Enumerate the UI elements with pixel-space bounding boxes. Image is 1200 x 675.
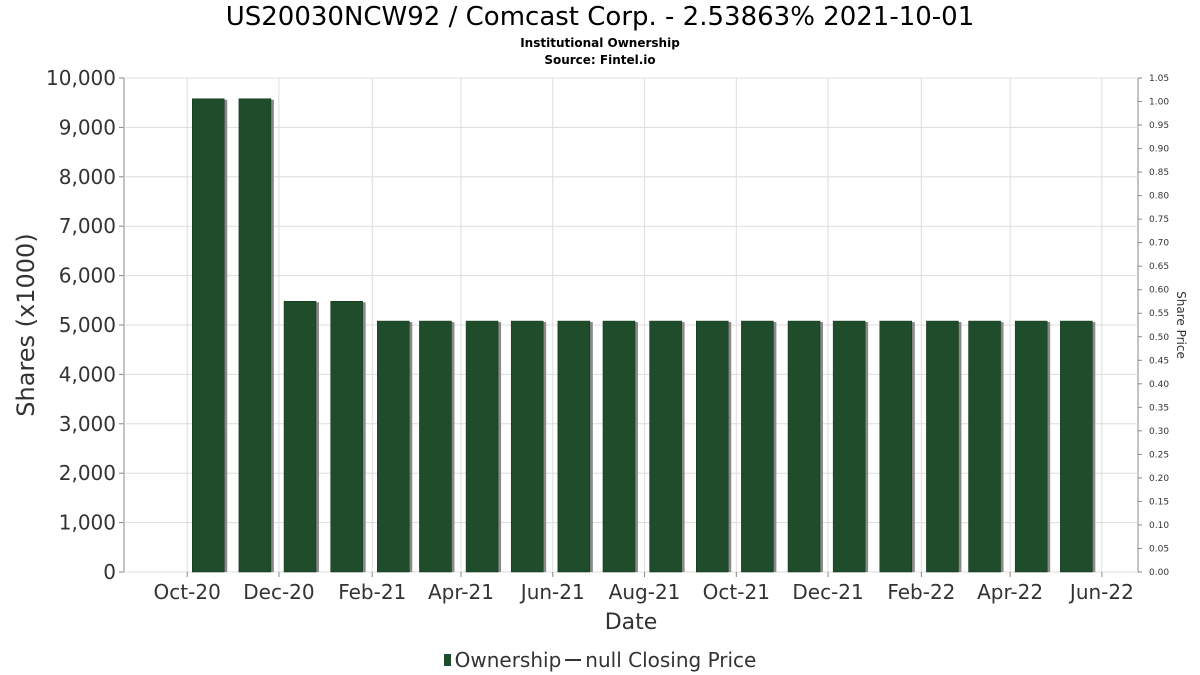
- y2-tick-label: 0.65: [1149, 262, 1169, 272]
- y2-tick-label: 0.60: [1149, 286, 1169, 296]
- y-tick-label: 10,000: [46, 66, 116, 90]
- chart-subtitle: Institutional Ownership: [520, 36, 680, 50]
- y-tick-label: 6,000: [59, 264, 116, 288]
- chart-legend: Ownership null Closing Price: [0, 648, 1200, 672]
- y2-tick-label: 0.50: [1149, 333, 1169, 343]
- ownership-bar: [238, 98, 272, 573]
- y2-tick-label: 0.15: [1149, 497, 1169, 507]
- ownership-bar: [330, 301, 363, 573]
- ownership-bar: [1060, 320, 1093, 573]
- y2-tick-label: 0.35: [1149, 403, 1169, 413]
- y-tick-label: 5,000: [59, 313, 116, 337]
- y-tick-label: 0: [103, 560, 116, 584]
- x-tick-label: Apr-22: [977, 580, 1043, 604]
- y-tick-label: 9,000: [59, 115, 116, 139]
- y2-tick-label: 0.00: [1149, 568, 1169, 578]
- x-tick-label: Aug-21: [609, 580, 681, 604]
- ownership-bar: [557, 320, 591, 573]
- ownership-bar: [510, 320, 544, 573]
- y-tick-label: 8,000: [59, 165, 116, 189]
- y2-tick-label: 0.20: [1149, 474, 1169, 484]
- x-tick-label: Jun-22: [1068, 580, 1134, 604]
- chart-source: Source: Fintel.io: [544, 53, 656, 67]
- ownership-bar: [465, 320, 499, 573]
- price-legend-line: [565, 659, 582, 661]
- price-legend-label: null Closing Price: [585, 648, 757, 672]
- y2-tick-label: 0.80: [1149, 192, 1169, 202]
- ownership-bar: [649, 320, 682, 573]
- y2-axis-title: Share Price: [1174, 291, 1188, 359]
- ownership-bar: [1014, 320, 1048, 573]
- x-tick-label: Oct-20: [154, 580, 221, 604]
- x-tick-label: Jun-21: [519, 580, 585, 604]
- y2-tick-label: 0.90: [1149, 145, 1169, 155]
- ownership-bar: [191, 98, 225, 573]
- ownership-bar: [832, 320, 866, 573]
- x-tick-label: Dec-21: [792, 580, 863, 604]
- y2-tick-label: 0.40: [1149, 380, 1169, 390]
- ownership-bar: [283, 301, 317, 573]
- y2-tick-label: 0.95: [1149, 121, 1169, 131]
- y2-tick-label: 0.45: [1149, 356, 1169, 366]
- y2-tick-label: 0.30: [1149, 427, 1169, 437]
- y-axis-title: Shares (x1000): [12, 233, 40, 416]
- y2-tick-label: 0.55: [1149, 309, 1169, 319]
- x-axis-title: Date: [605, 610, 658, 635]
- x-tick-label: Dec-20: [243, 580, 314, 604]
- ownership-bar: [602, 320, 636, 573]
- y2-tick-label: 1.05: [1149, 74, 1169, 84]
- y-tick-label: 3,000: [59, 412, 116, 436]
- ownership-bar: [926, 320, 959, 573]
- y2-tick-label: 0.85: [1149, 168, 1169, 178]
- x-tick-label: Feb-22: [887, 580, 955, 604]
- ownership-bar: [968, 320, 1001, 573]
- y2-tick-label: 0.25: [1149, 450, 1169, 460]
- ownership-bar: [419, 320, 452, 573]
- y2-tick-label: 0.05: [1149, 544, 1169, 554]
- chart-title: US20030NCW92 / Comcast Corp. - 2.53863% …: [225, 2, 975, 32]
- y2-tick-label: 0.75: [1149, 215, 1169, 225]
- y2-tick-label: 1.00: [1149, 98, 1169, 108]
- x-tick-label: Apr-21: [428, 580, 494, 604]
- y2-tick-label: 0.10: [1149, 521, 1169, 531]
- ownership-bar: [741, 320, 774, 573]
- y2-tick-label: 0.70: [1149, 239, 1169, 249]
- ownership-bar: [695, 320, 729, 573]
- x-tick-label: Feb-21: [338, 580, 406, 604]
- ownership-legend-label: Ownership: [454, 648, 562, 672]
- y-tick-label: 2,000: [59, 461, 116, 485]
- ownership-legend-swatch: [443, 654, 451, 666]
- ownership-bar: [377, 320, 410, 573]
- y-tick-label: 1,000: [59, 511, 116, 535]
- ownership-bar: [879, 320, 913, 573]
- ownership-bar: [787, 320, 821, 573]
- y-tick-label: 4,000: [59, 362, 116, 386]
- y-tick-label: 7,000: [59, 214, 116, 238]
- x-tick-label: Oct-21: [703, 580, 770, 604]
